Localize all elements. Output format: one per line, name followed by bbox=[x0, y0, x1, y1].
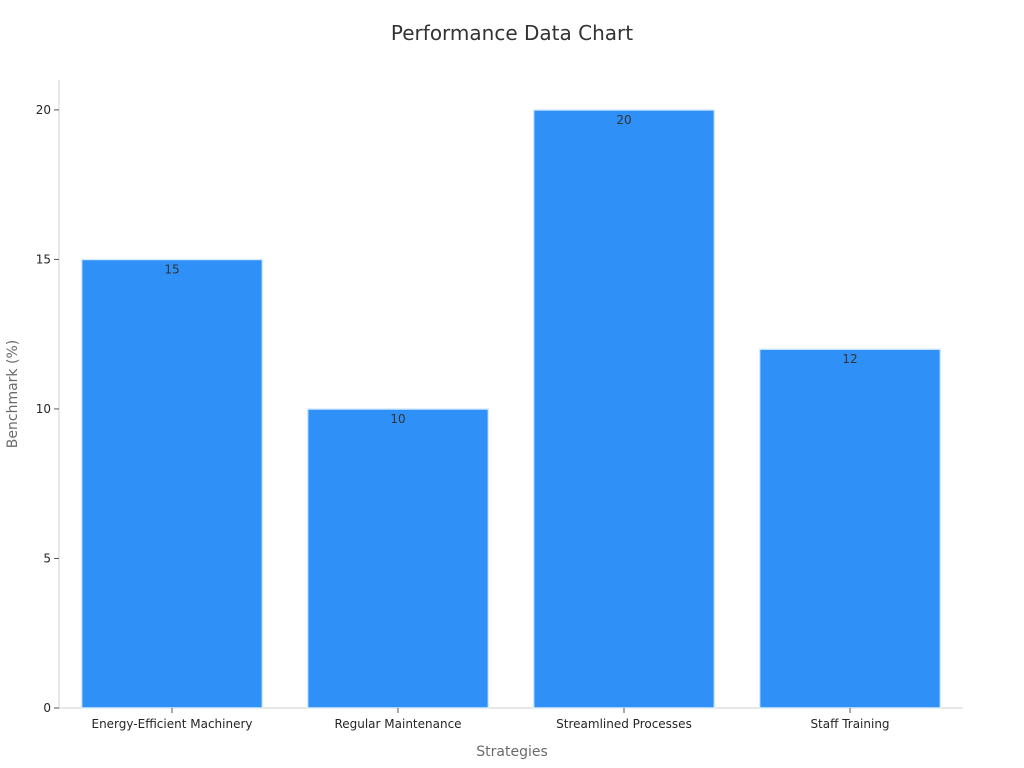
y-axis-label: Benchmark (%) bbox=[5, 340, 21, 448]
plot-area: 0 5 10 15 20 Energy-Efficient Machinery Regul… bbox=[36, 80, 963, 731]
bar-energy-efficient-machinery bbox=[80, 258, 264, 709]
y-tick-label-20: 20 bbox=[36, 103, 51, 117]
bar-streamlined-processes bbox=[532, 109, 716, 709]
x-tick-label-staff-training: Staff Training bbox=[810, 717, 889, 731]
y-ticks: 0 5 10 15 20 bbox=[36, 103, 59, 715]
y-tick-label-5: 5 bbox=[43, 551, 51, 565]
x-ticks: Energy-Efficient Machinery Regular Mainte… bbox=[91, 708, 890, 731]
x-tick-label-energy-efficient-machinery: Energy-Efficient Machinery bbox=[91, 717, 252, 731]
data-label-regular-maintenance: 10 bbox=[390, 412, 405, 426]
data-label-staff-training: 12 bbox=[842, 352, 857, 366]
data-label-streamlined-processes: 20 bbox=[616, 113, 631, 127]
bar-regular-maintenance bbox=[306, 408, 490, 709]
bars bbox=[80, 109, 942, 709]
bar-staff-training bbox=[758, 348, 942, 709]
data-labels: 15 10 20 12 bbox=[164, 113, 857, 426]
y-tick-label-10: 10 bbox=[36, 402, 51, 416]
chart-title: Performance Data Chart bbox=[391, 21, 633, 45]
data-label-energy-efficient-machinery: 15 bbox=[164, 262, 179, 276]
y-tick-label-15: 15 bbox=[36, 252, 51, 266]
x-axis-label: Strategies bbox=[476, 744, 548, 760]
y-tick-label-0: 0 bbox=[43, 701, 51, 715]
x-tick-label-streamlined-processes: Streamlined Processes bbox=[556, 717, 692, 731]
x-tick-label-regular-maintenance: Regular Maintenance bbox=[334, 717, 461, 731]
